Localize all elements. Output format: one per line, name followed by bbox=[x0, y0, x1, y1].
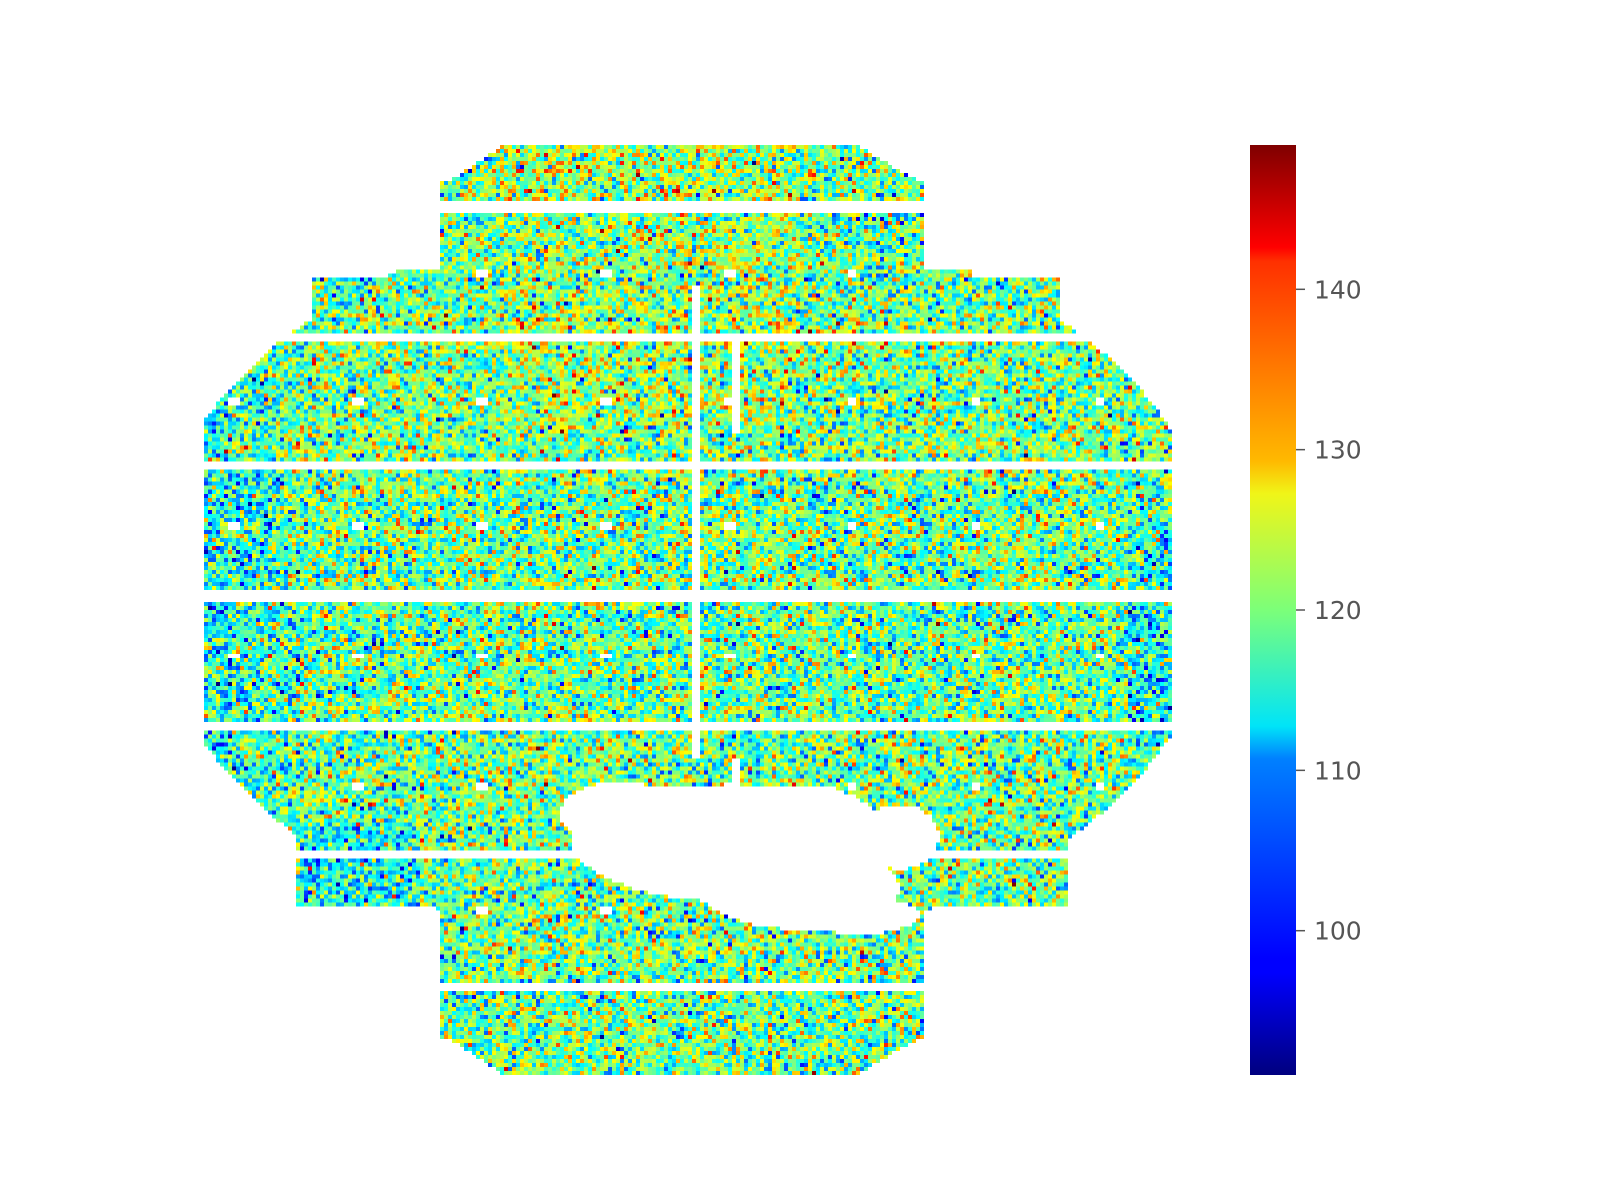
colorbar-tick-label: 120 bbox=[1314, 596, 1362, 625]
colorbar-tick-label: 140 bbox=[1314, 275, 1362, 304]
colorbar-tick-label: 110 bbox=[1314, 756, 1362, 785]
heatmap-image bbox=[200, 145, 1200, 1075]
colorbar-tick-label: 130 bbox=[1314, 436, 1362, 465]
colorbar-gradient bbox=[1250, 145, 1296, 1075]
colorbar-ticks: 100 110 120 130 140 bbox=[1296, 275, 1362, 946]
colorbar-tick-label: 100 bbox=[1314, 917, 1362, 946]
colorbar: 100 110 120 130 140 bbox=[1250, 145, 1362, 1075]
